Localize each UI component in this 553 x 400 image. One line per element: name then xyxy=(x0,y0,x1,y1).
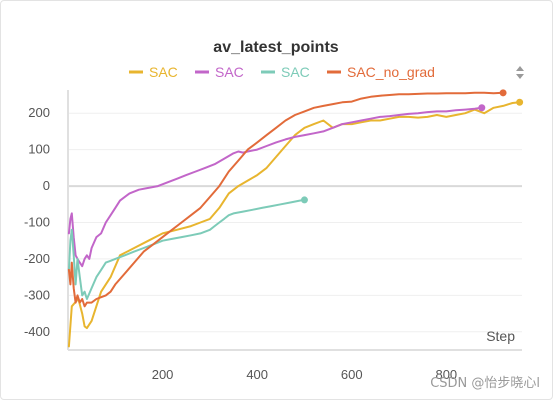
y-tick-label: 0 xyxy=(43,178,50,193)
legend-label: SAC xyxy=(281,64,310,80)
legend-scroll-toggle[interactable] xyxy=(516,66,524,79)
series-group xyxy=(67,89,524,348)
y-tick-label: -400 xyxy=(24,324,50,339)
series-end-point-3[interactable] xyxy=(300,196,308,204)
y-tick-label: -300 xyxy=(24,287,50,302)
series-line-4[interactable] xyxy=(67,91,505,308)
series-line-2[interactable] xyxy=(67,106,483,268)
y-tick-label: 200 xyxy=(28,105,50,120)
legend-item-1[interactable]: SAC xyxy=(129,64,178,80)
y-tick-label: 100 xyxy=(28,142,50,157)
series-end-point-4[interactable] xyxy=(499,89,507,97)
legend-label: SAC_no_grad xyxy=(347,64,435,80)
y-tick-label: -200 xyxy=(24,251,50,266)
watermark: CSDN @怡步晓心l xyxy=(430,376,540,391)
chart-title: av_latest_points xyxy=(213,39,338,56)
legend-label: SAC xyxy=(149,64,178,80)
grid xyxy=(68,112,522,333)
down-arrow-icon[interactable] xyxy=(516,74,524,79)
x-tick-label: 600 xyxy=(341,367,363,382)
x-axis-label: Step xyxy=(486,328,515,344)
x-tick-label: 200 xyxy=(152,367,174,382)
series-end-point-2[interactable] xyxy=(478,104,486,112)
legend: SAC SAC SAC SAC_no_grad xyxy=(129,64,435,80)
up-arrow-icon[interactable] xyxy=(516,66,524,71)
legend-item-3[interactable]: SAC xyxy=(261,64,310,80)
x-tick-label: 800 xyxy=(435,367,457,382)
series-end-point-1[interactable] xyxy=(516,98,524,106)
x-tick-label: 400 xyxy=(246,367,268,382)
axes: -400 -300 -200 -100 0 100 200 200 400 600 800 xyxy=(24,90,522,382)
series-line-3[interactable] xyxy=(67,198,306,300)
legend-label: SAC xyxy=(215,64,244,80)
legend-item-4[interactable]: SAC_no_grad xyxy=(327,64,435,80)
y-tick-label: -100 xyxy=(24,215,50,230)
legend-item-2[interactable]: SAC xyxy=(195,64,244,80)
series-line-1[interactable] xyxy=(67,101,521,348)
